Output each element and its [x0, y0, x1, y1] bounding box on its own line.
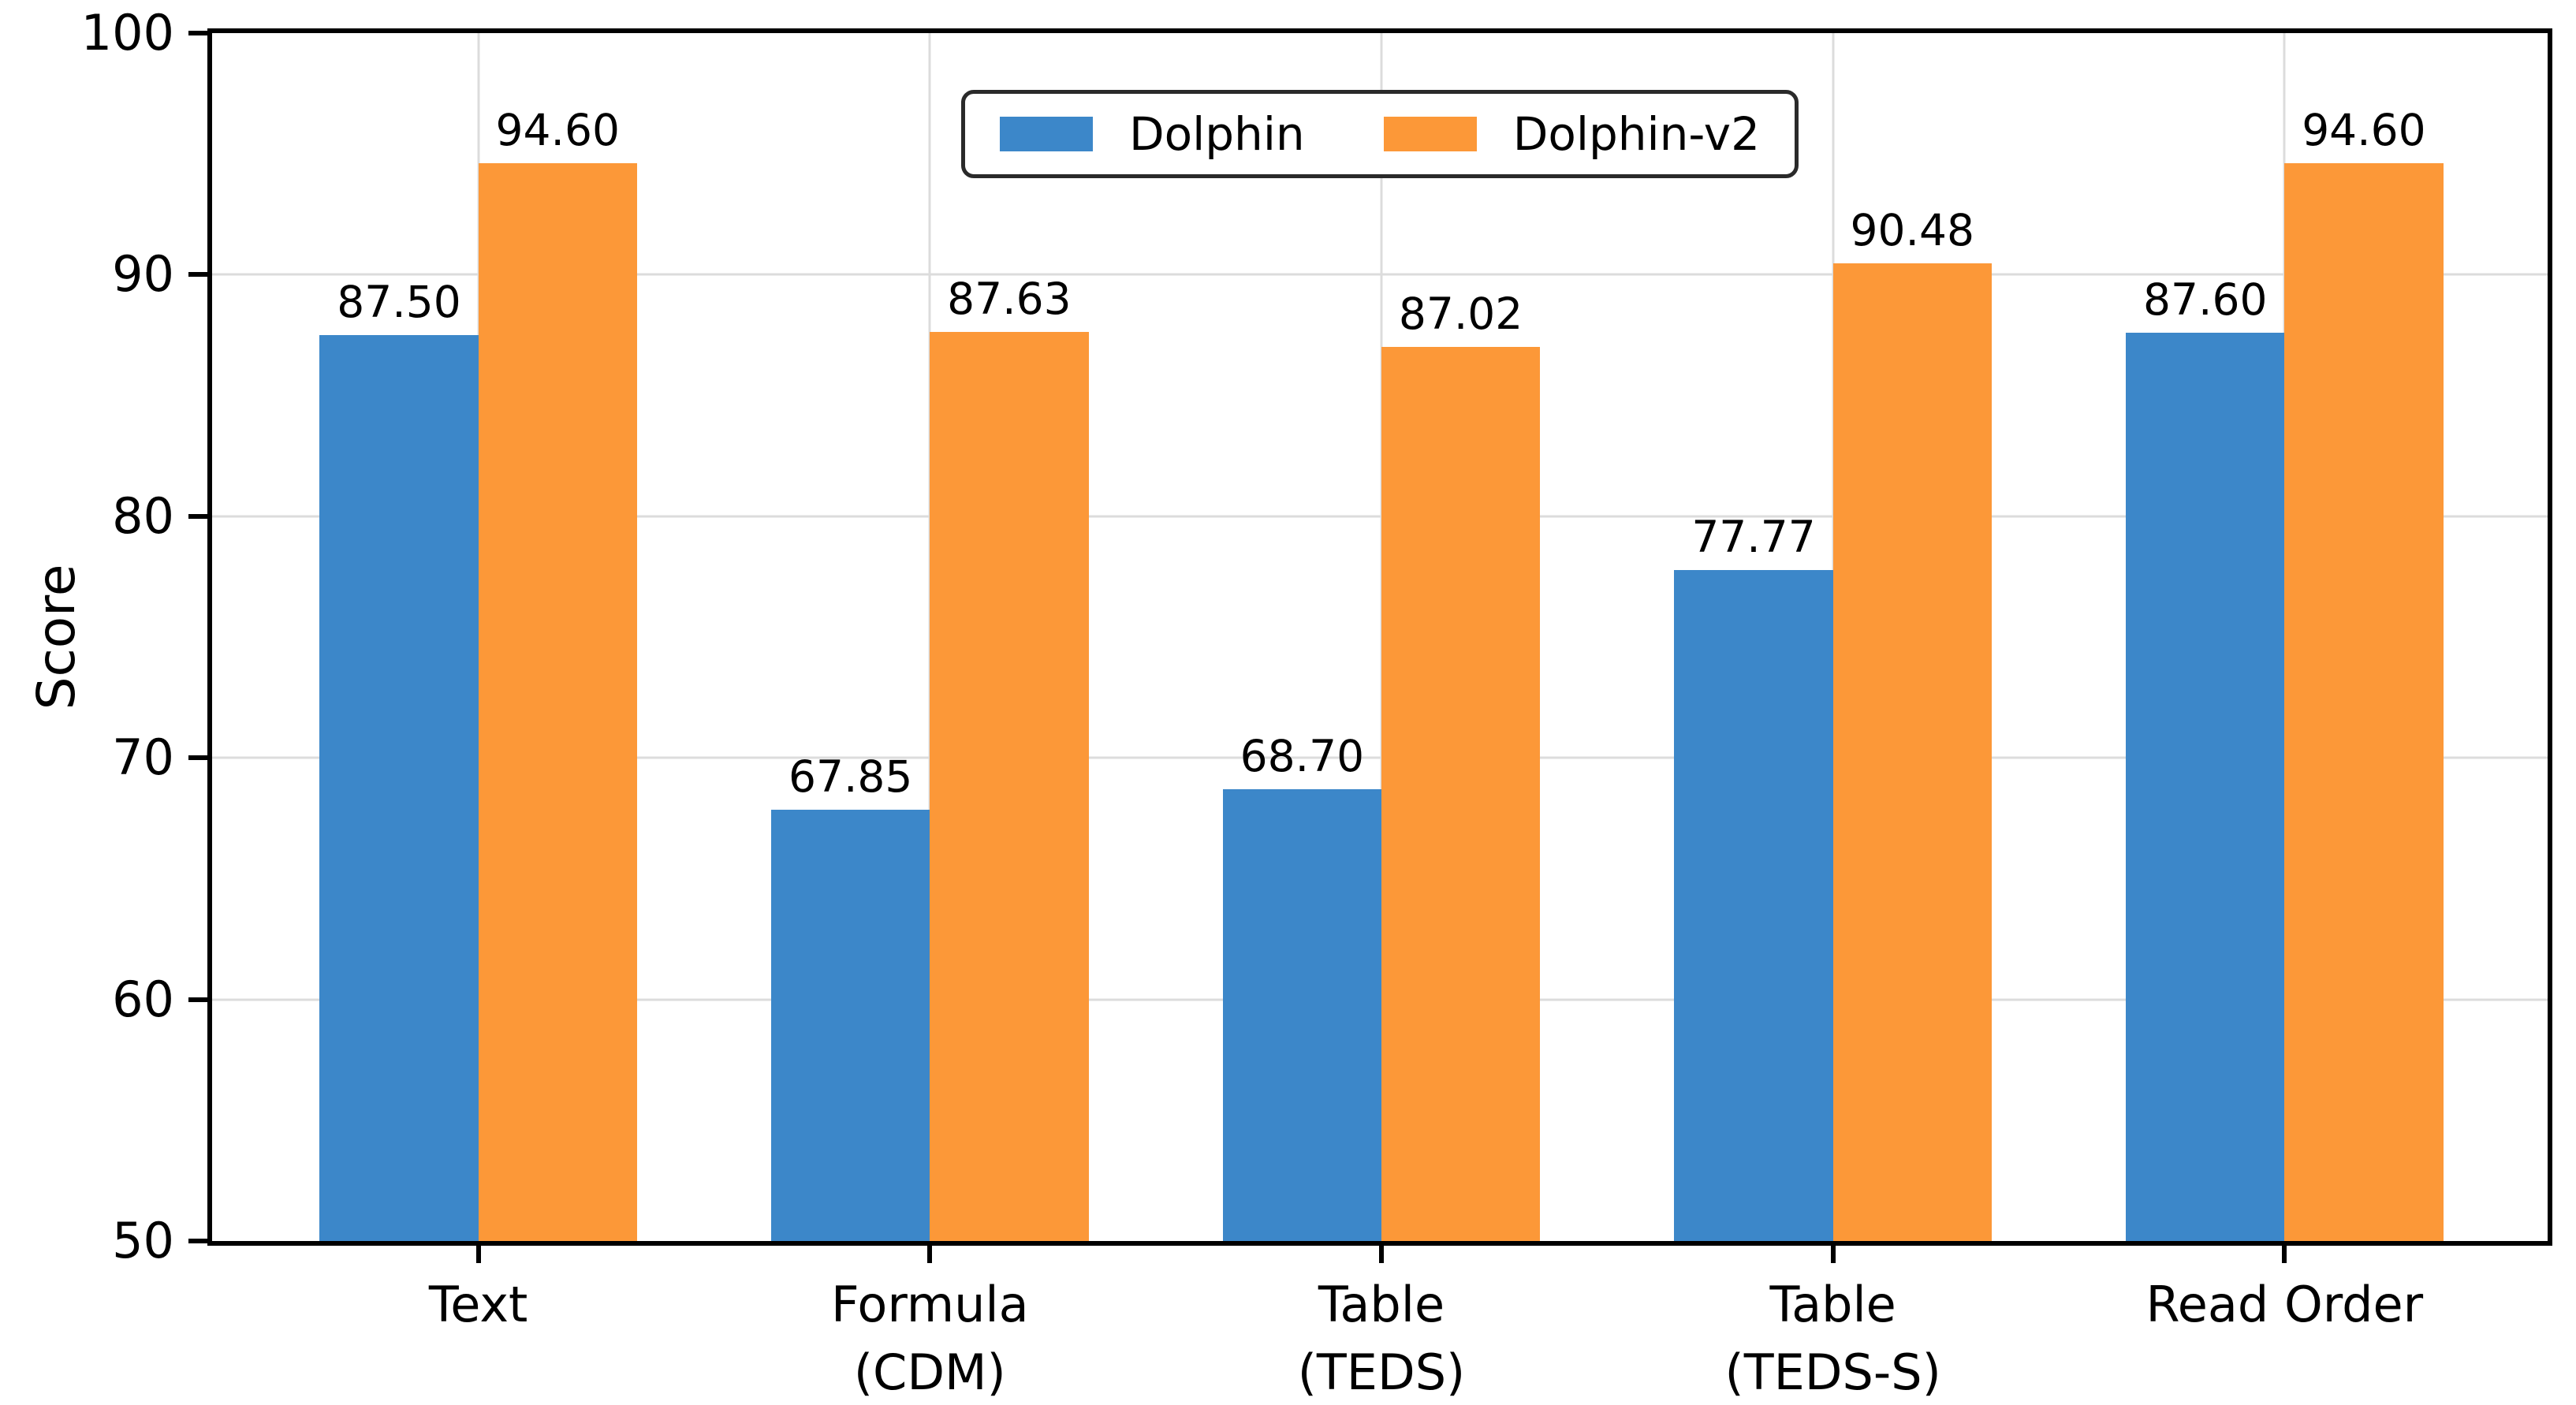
x-tick-label-line1: Formula: [830, 1276, 1029, 1333]
y-tick-mark: [188, 755, 207, 761]
grid-line-h: [212, 756, 2548, 759]
x-tick-mark: [927, 1246, 933, 1263]
bar-dolphin-table-teds: [1222, 789, 1381, 1241]
y-axis-title: Score: [26, 564, 87, 710]
x-tick-mark: [1378, 1246, 1384, 1263]
legend-label-dolphin-v2: Dolphin-v2: [1512, 107, 1761, 161]
y-tick-mark: [188, 997, 207, 1002]
x-tick-label-table-teds: Table (TEDS): [1298, 1271, 1466, 1405]
grid-line-h: [212, 515, 2548, 518]
x-tick-label-table-teds-s: Table (TEDS-S): [1725, 1271, 1941, 1405]
plot-area: Dolphin Dolphin-v2 50 60 70 80 90 100 Text Formu…: [81, 9, 2552, 1401]
x-tick-label-line1: Text: [428, 1276, 528, 1333]
bar-dolphin-v2-read-order: [2284, 163, 2444, 1241]
legend-label-dolphin: Dolphin: [1128, 107, 1305, 161]
bar-dolphin-read-order: [2126, 332, 2285, 1241]
y-tick-label: 100: [80, 4, 174, 61]
x-tick-label-line2: (TEDS-S): [1724, 1343, 1941, 1401]
x-tick-mark: [1830, 1246, 1836, 1263]
x-tick-label-line1: Table: [1769, 1276, 1896, 1333]
y-tick-label: 70: [112, 729, 174, 787]
bar-value-label: 87.60: [2142, 274, 2268, 325]
y-tick-mark: [188, 272, 207, 278]
bar-value-label: 87.63: [947, 274, 1072, 325]
y-tick-label: 50: [112, 1212, 174, 1269]
bar-value-label: 94.60: [495, 105, 620, 156]
legend-swatch-dolphin-v2: [1383, 117, 1477, 151]
bar-dolphin-text: [319, 335, 479, 1241]
y-tick-label: 80: [112, 486, 174, 545]
x-tick-label-formula-cdm: Formula (CDM): [831, 1271, 1029, 1405]
y-tick-label: 90: [112, 245, 174, 304]
bar-value-label: 94.60: [2302, 105, 2426, 156]
bar-dolphin-v2-formula-cdm: [930, 332, 1089, 1241]
x-tick-label-line1: Table: [1318, 1276, 1445, 1333]
bar-value-label: 77.77: [1691, 512, 1816, 563]
legend-entry-dolphin-v2: Dolphin-v2: [1383, 107, 1761, 161]
bar-dolphin-v2-table-teds-s: [1832, 263, 1992, 1241]
x-tick-mark: [2282, 1246, 2287, 1263]
bar-value-label: 87.02: [1398, 288, 1523, 339]
bar-dolphin-formula-cdm: [771, 810, 930, 1241]
x-tick-label-line2: (TEDS): [1297, 1343, 1466, 1401]
bar-value-label: 68.70: [1240, 731, 1365, 782]
y-tick-mark: [188, 513, 207, 519]
grid-line-h: [212, 273, 2548, 276]
y-tick-mark: [188, 1239, 207, 1243]
x-tick-label-text: Text: [429, 1271, 528, 1339]
bar-value-label: 67.85: [788, 751, 913, 803]
bar-dolphin-v2-text: [478, 163, 637, 1241]
y-tick-mark: [188, 31, 207, 35]
y-tick-label: 60: [112, 970, 174, 1028]
x-tick-label-line1: Read Order: [2145, 1276, 2424, 1333]
bar-dolphin-v2-table-teds: [1381, 346, 1541, 1241]
bar-value-label: 87.50: [337, 277, 461, 327]
bar-value-label: 90.48: [1850, 204, 1974, 255]
bar-dolphin-table-teds-s: [1674, 570, 1833, 1241]
legend-swatch-dolphin: [999, 117, 1093, 151]
x-tick-label-line2: (CDM): [853, 1343, 1006, 1401]
x-tick-mark: [475, 1246, 481, 1263]
legend-entry-dolphin: Dolphin: [999, 107, 1305, 161]
x-tick-label-read-order: Read Order: [2145, 1271, 2423, 1339]
legend: Dolphin Dolphin-v2: [960, 90, 1799, 178]
